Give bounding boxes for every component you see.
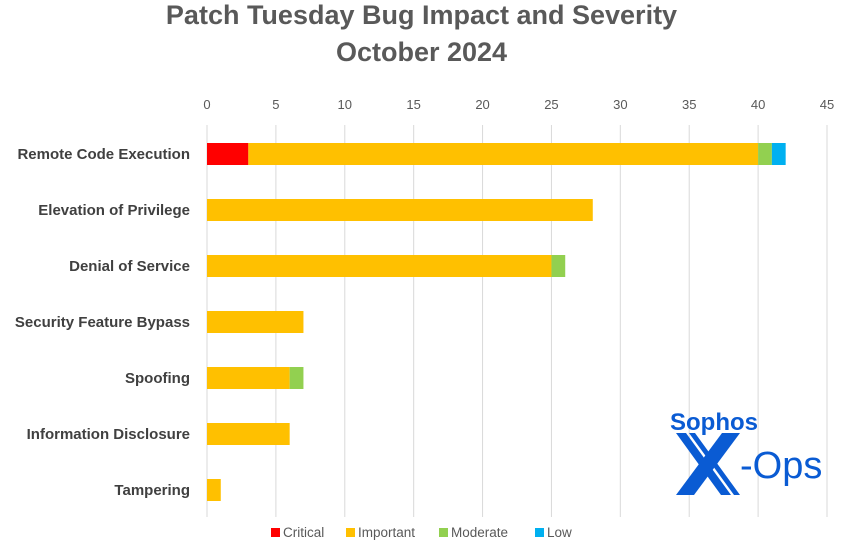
bar-moderate [758,143,772,165]
x-tick-label: 45 [820,97,834,112]
category-label: Security Feature Bypass [15,314,190,331]
legend-swatch-important [346,528,355,537]
legend-swatch-critical [271,528,280,537]
x-tick-label: 0 [203,97,210,112]
x-tick-label: 5 [272,97,279,112]
bar-important [207,311,304,333]
category-label: Elevation of Privilege [38,202,190,219]
x-tick-label: 25 [544,97,558,112]
legend-label: Moderate [451,525,508,540]
x-tick-label: 35 [682,97,696,112]
bar-important [207,199,593,221]
category-label: Denial of Service [69,258,190,275]
legend-label: Low [547,525,572,540]
x-tick-label: 40 [751,97,765,112]
x-tick-label: 20 [475,97,489,112]
bar-moderate [551,255,566,277]
bar-important [248,143,759,165]
chart-title: Patch Tuesday Bug Impact and Severity [165,0,678,30]
bar-important [207,367,290,389]
category-label: Tampering [114,482,190,499]
bar-low [771,143,786,165]
legend-swatch-low [535,528,544,537]
chart-subtitle: October 2024 [335,37,508,67]
category-label: Remote Code Execution [17,146,190,163]
x-tick-label: 30 [613,97,627,112]
bar-moderate [289,367,304,389]
x-tick-label: 10 [338,97,352,112]
legend-label: Critical [283,525,324,540]
bar-important [207,423,290,445]
legend-swatch-moderate [439,528,448,537]
category-label: Information Disclosure [27,426,190,443]
category-label: Spoofing [125,370,190,387]
legend-label: Important [358,525,415,540]
bar-critical [207,143,249,165]
bar-important [207,479,221,501]
bar-important [207,255,552,277]
x-tick-label: 15 [406,97,420,112]
